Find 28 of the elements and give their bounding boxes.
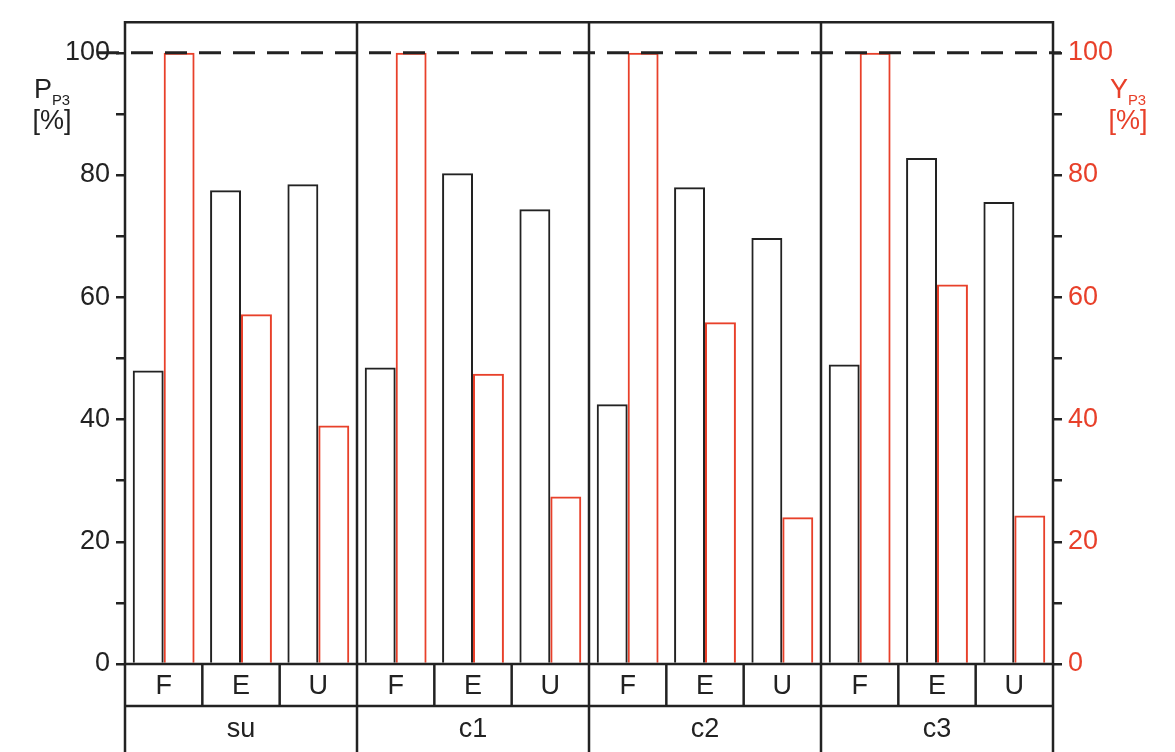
text: c3: [922, 713, 952, 744]
y-tick-label: 40: [79, 402, 110, 433]
y2-tick-label: 80: [1068, 158, 1099, 189]
text: c2: [690, 713, 720, 744]
x-tick-label: E: [695, 669, 715, 700]
y-tick-label: 0: [94, 647, 110, 678]
text: su: [226, 713, 256, 744]
y2-tick-label: 100: [1068, 36, 1114, 67]
y-tick-label: 20: [79, 525, 110, 556]
x-tick-label: U: [772, 669, 793, 700]
x-tick-label: F: [155, 669, 172, 700]
y-tick-label: 80: [79, 158, 110, 189]
y2-tick-label: 60: [1068, 280, 1099, 311]
y-tick-label: 100: [64, 36, 110, 67]
text: c1: [458, 713, 488, 744]
x-tick-label: U: [1004, 669, 1025, 700]
x-tick-label: E: [231, 669, 251, 700]
y-tick-label: 60: [79, 280, 110, 311]
x-tick-label: U: [540, 669, 561, 700]
y2-tick-label: 20: [1068, 525, 1099, 556]
y2-tick-label: 40: [1068, 402, 1099, 433]
x-tick-label: F: [851, 669, 868, 700]
x-tick-label: U: [308, 669, 329, 700]
x-tick-label: F: [387, 669, 404, 700]
x-tick-label: E: [463, 669, 483, 700]
x-tick-label: F: [619, 669, 636, 700]
x-tick-label: E: [927, 669, 947, 700]
y2-tick-label: 0: [1068, 647, 1084, 678]
